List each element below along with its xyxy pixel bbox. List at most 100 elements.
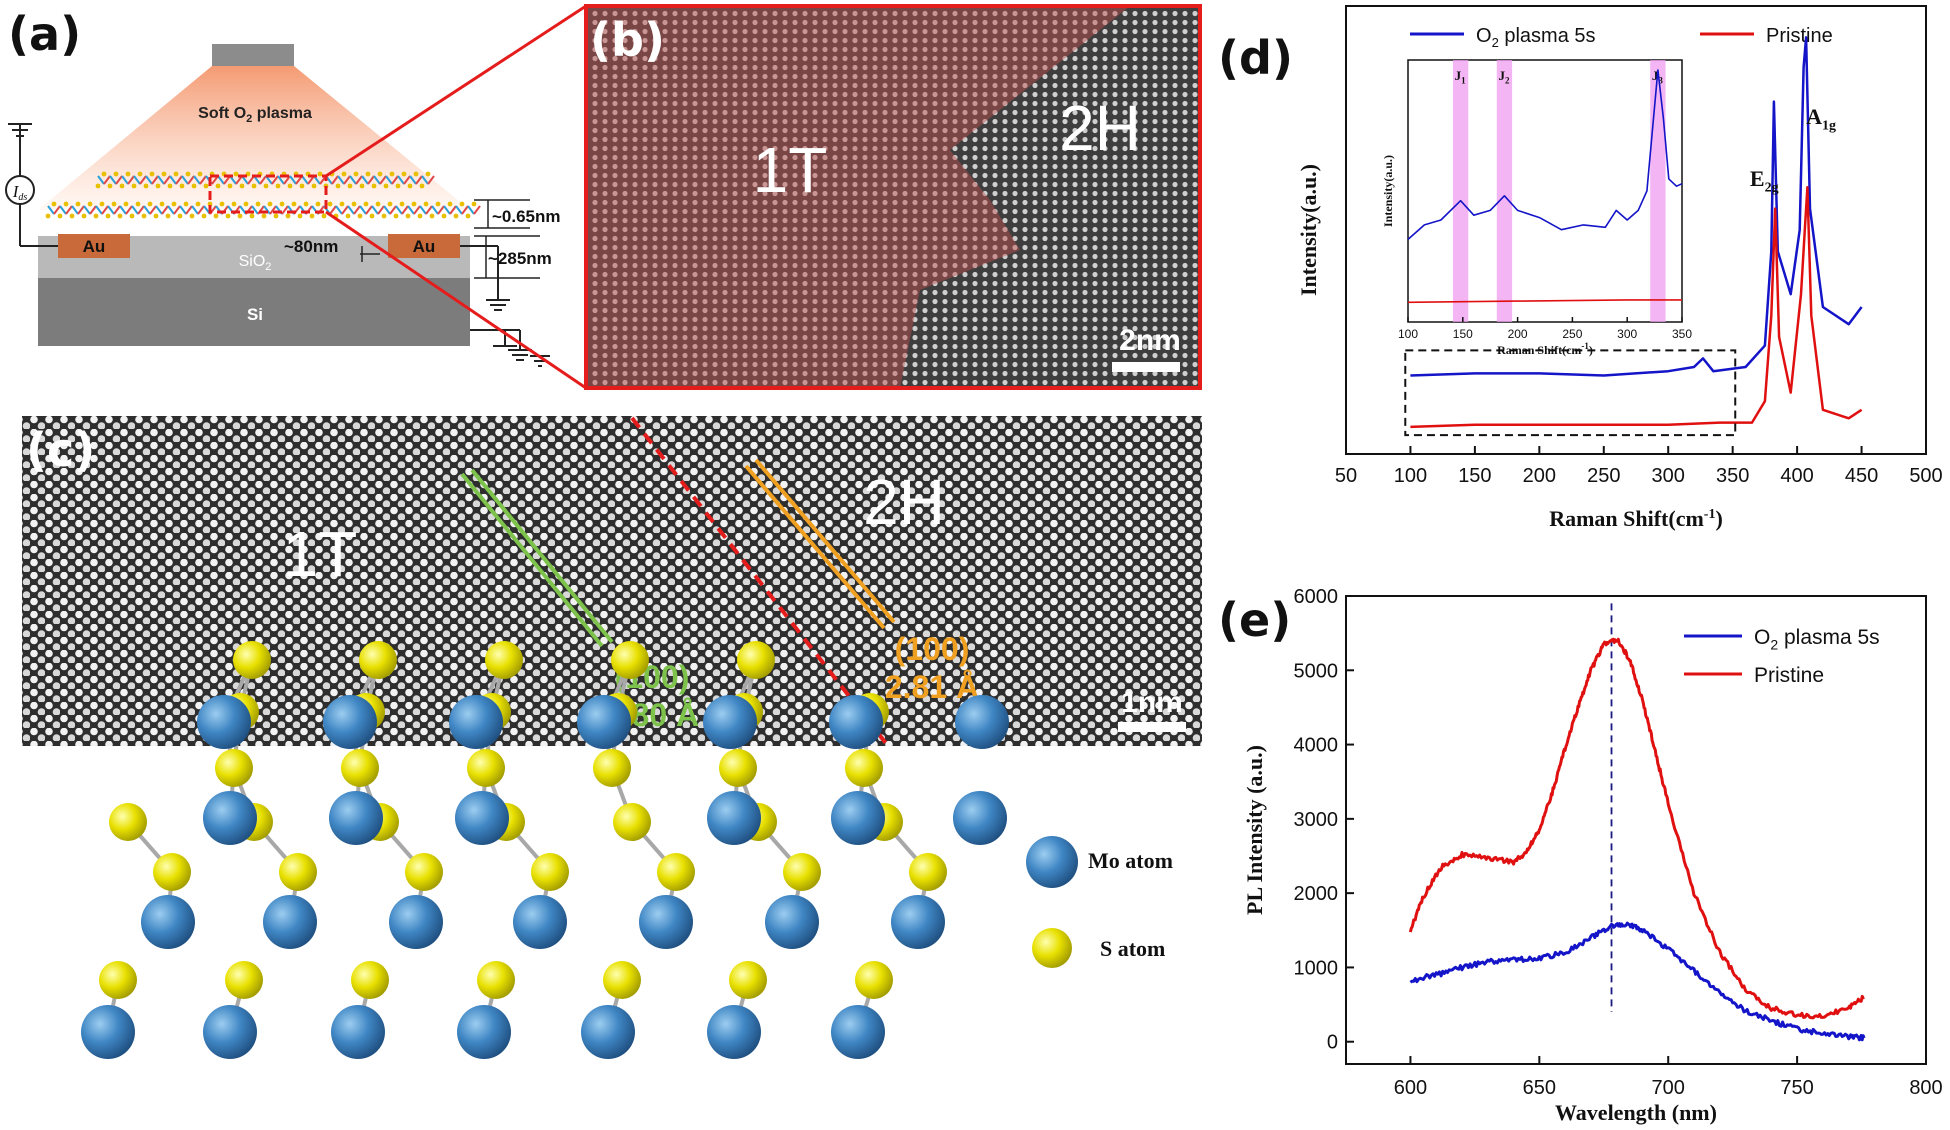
y-tick-label-e: 5000 bbox=[1294, 660, 1339, 682]
layer-atom bbox=[346, 214, 351, 219]
layer-atom bbox=[262, 214, 267, 219]
y-tick-label-e: 3000 bbox=[1294, 809, 1339, 831]
mo-atom bbox=[449, 695, 503, 749]
layer-atom bbox=[120, 184, 125, 189]
inset-x-label: Raman Shift(cm-1) bbox=[1497, 341, 1593, 357]
layer-atom bbox=[174, 172, 179, 177]
layer-atom bbox=[64, 202, 69, 207]
layer-atom bbox=[106, 214, 111, 219]
x-tick-label-d: 50 bbox=[1335, 465, 1357, 487]
mo-atom bbox=[323, 695, 377, 749]
layer-atom bbox=[162, 172, 167, 177]
mo-atom bbox=[765, 895, 819, 949]
layer-atom bbox=[256, 202, 261, 207]
mo-atom bbox=[829, 695, 883, 749]
layer-atom bbox=[204, 184, 209, 189]
x-tick-label-d: 200 bbox=[1523, 465, 1556, 487]
layer-atom bbox=[384, 184, 389, 189]
x-tick-label-d: 500 bbox=[1909, 465, 1942, 487]
mo-atom bbox=[389, 895, 443, 949]
s-atom bbox=[613, 803, 651, 841]
layer-atom bbox=[340, 202, 345, 207]
layer-atom bbox=[168, 184, 173, 189]
inset-band bbox=[1453, 60, 1468, 322]
layer-atom bbox=[348, 184, 353, 189]
panel-e-label: (e) bbox=[1218, 593, 1291, 647]
layer-atom bbox=[328, 202, 333, 207]
layer-atom bbox=[76, 202, 81, 207]
layer-atom bbox=[118, 214, 123, 219]
phase-1t-label-c: 1T bbox=[283, 518, 358, 590]
dim-gap: ~80nm bbox=[284, 237, 338, 256]
panel-a-label: (a) bbox=[8, 7, 81, 61]
layer-atom bbox=[156, 184, 161, 189]
s-atom bbox=[279, 853, 317, 891]
phase-2h-label-b: 2H bbox=[1059, 92, 1141, 164]
layer-atom bbox=[178, 214, 183, 219]
s-atom bbox=[855, 961, 893, 999]
layer-atom bbox=[82, 214, 87, 219]
x-tick-label-d: 450 bbox=[1845, 465, 1878, 487]
panel-c-label: (c) bbox=[26, 423, 95, 477]
s-atom bbox=[359, 641, 397, 679]
layer-atom bbox=[358, 214, 363, 219]
s-atom bbox=[477, 961, 515, 999]
mo-atom bbox=[831, 1005, 885, 1059]
layer-atom bbox=[360, 184, 365, 189]
layer-atom bbox=[226, 214, 231, 219]
s-atom bbox=[657, 853, 695, 891]
layer-atom bbox=[136, 202, 141, 207]
layer-atom bbox=[312, 184, 317, 189]
layer-atom bbox=[150, 172, 155, 177]
x-tick-label-e: 600 bbox=[1394, 1077, 1427, 1099]
x-tick-label-d: 250 bbox=[1587, 465, 1620, 487]
y-axis-label-d: Intensity(a.u.) bbox=[1296, 164, 1321, 296]
layer-atom bbox=[382, 214, 387, 219]
s-atom bbox=[909, 853, 947, 891]
panel-b-label: (b) bbox=[590, 13, 665, 67]
layer-atom bbox=[172, 202, 177, 207]
layer-atom bbox=[442, 214, 447, 219]
layer-atom bbox=[418, 214, 423, 219]
layer-atom bbox=[264, 184, 269, 189]
panel-d-label: (d) bbox=[1218, 31, 1293, 85]
layer-atom bbox=[400, 202, 405, 207]
layer-atom bbox=[142, 214, 147, 219]
layer-atom bbox=[52, 202, 57, 207]
layer-atom bbox=[228, 184, 233, 189]
mo-atom bbox=[197, 695, 251, 749]
mo-atom bbox=[581, 1005, 635, 1059]
legend-mo-label: Mo atom bbox=[1088, 848, 1173, 873]
layer-atom bbox=[186, 172, 191, 177]
inset-x-tick-label: 200 bbox=[1508, 327, 1528, 341]
layer-atom bbox=[298, 214, 303, 219]
scale-bar-b bbox=[1112, 362, 1180, 372]
layer-atom bbox=[372, 184, 377, 189]
layer-atom bbox=[430, 214, 435, 219]
x-tick-label-e: 650 bbox=[1523, 1077, 1556, 1099]
layer-atom bbox=[130, 214, 135, 219]
layer-atom bbox=[378, 172, 383, 177]
layer-atom bbox=[402, 172, 407, 177]
layer-atom bbox=[250, 214, 255, 219]
layer-atom bbox=[376, 202, 381, 207]
s-atom bbox=[225, 961, 263, 999]
layer-atom bbox=[180, 184, 185, 189]
au-left-label: Au bbox=[83, 237, 106, 256]
layer-atom bbox=[88, 202, 93, 207]
mo-atom bbox=[577, 695, 631, 749]
layer-atom bbox=[292, 202, 297, 207]
mo-atom bbox=[203, 1005, 257, 1059]
x-axis-label-d: Raman Shift(cm-1) bbox=[1549, 506, 1723, 531]
layer-atom bbox=[316, 202, 321, 207]
s-atom bbox=[593, 749, 631, 787]
layer-atom bbox=[310, 214, 315, 219]
layer-atom bbox=[220, 202, 225, 207]
inset-x-tick-label: 250 bbox=[1562, 327, 1582, 341]
layer-atom bbox=[190, 214, 195, 219]
mo-atom bbox=[329, 791, 383, 845]
legend-label-d: O2 plasma 5s bbox=[1476, 25, 1596, 50]
peak-label-d: A1g bbox=[1806, 104, 1836, 134]
mo-atom bbox=[331, 1005, 385, 1059]
s-atom bbox=[109, 803, 147, 841]
